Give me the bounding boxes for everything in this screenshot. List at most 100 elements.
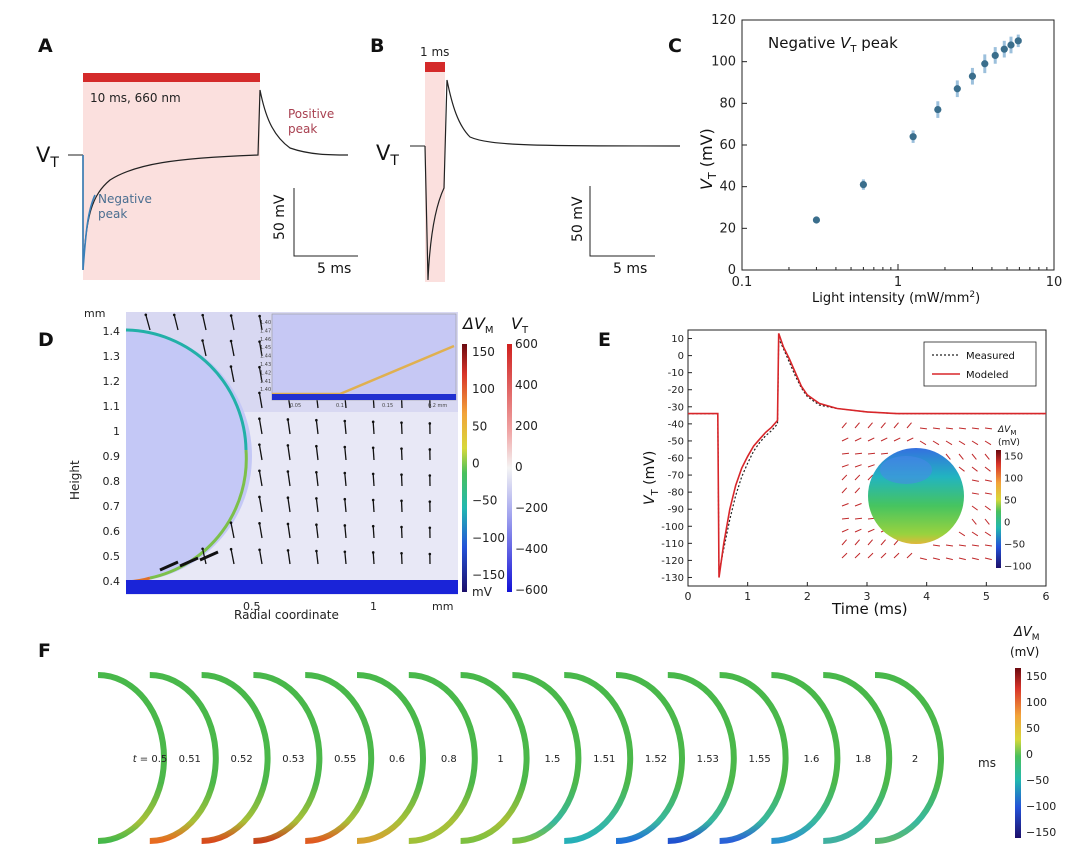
inset-arrow [854, 452, 863, 455]
cbar-vt-tick: 400 [515, 378, 538, 392]
inset-xtick: 0.2 mm [428, 403, 447, 409]
ytick-label: -70 [668, 471, 684, 482]
inset-arrow [958, 531, 966, 537]
inset-arrow [841, 437, 849, 442]
inset-arrow [971, 557, 979, 561]
xtick-label: 1 [894, 275, 902, 290]
colorbar-vt [507, 344, 512, 592]
cbar-f-tick: 0 [1026, 748, 1033, 761]
cbar-f-tick: −100 [1026, 800, 1056, 813]
field-arrow-strong [199, 550, 219, 562]
arrow-head [428, 526, 432, 530]
inset-arrow [906, 437, 914, 442]
inset-arrow [867, 528, 875, 533]
inset-ytick: 1.43 [260, 362, 271, 368]
panel-f: F t = 0.5 0.51 0.52 0.53 0.55 0.6 0.8 1 1.5 1.51 1… [38, 625, 1056, 844]
field-arrow [372, 447, 375, 461]
inset-ytick: 1.42 [260, 370, 271, 376]
inset-arrow [945, 440, 953, 446]
inset-arrow [958, 440, 966, 446]
inset-arrow [854, 528, 862, 533]
arc-shell [874, 672, 944, 844]
stimulus-bar [83, 73, 260, 82]
arrow-head [229, 365, 233, 368]
xtick-label: 5 [983, 590, 990, 603]
field-arrows [144, 313, 432, 572]
time-label: 0.52 [230, 754, 252, 765]
arc-frame: 1.6 [771, 672, 841, 844]
arrow-head [428, 500, 432, 503]
field-arrow [258, 549, 263, 565]
scale-bar-a [293, 188, 358, 257]
inset-arrow [867, 464, 875, 468]
cbar-vt-tick: −400 [515, 542, 548, 556]
arc-shell [667, 672, 737, 844]
cbar-dvm-tick: 0 [472, 457, 480, 471]
arrow-head [315, 523, 318, 526]
ytick-label: 1.4 [103, 325, 121, 338]
annotation-c: Negative VT peak [768, 34, 898, 55]
field-arrow [258, 315, 263, 331]
field-arrow [287, 445, 291, 461]
time-label: 0.55 [334, 754, 356, 765]
arc-frame: 0.52 [201, 672, 271, 844]
inset-arrow [958, 427, 967, 430]
arc-frame: 0.51 [149, 672, 219, 844]
xlabel-c: Light intensity (mW/mm2) [812, 290, 980, 306]
inset-arrow [984, 479, 992, 482]
field-arrow [287, 497, 291, 513]
arrow-head [229, 521, 233, 525]
panel-d: D 1.401.471.461.451.441.431.421.411.400.… [38, 307, 548, 622]
arrow-head [371, 446, 375, 450]
field-arrow [315, 446, 319, 461]
cbar-dvm-tick: −150 [472, 568, 505, 582]
panel-e: E 100-10-20-30-40-50-60-70-80-90-100-110… [598, 329, 1050, 618]
vt-label-b: VT [376, 141, 399, 169]
ytick-label: 10 [671, 334, 684, 345]
arc-frame: 1.55 [719, 672, 789, 844]
ytick-label: -100 [661, 522, 684, 533]
inset-arrow [867, 474, 874, 481]
inset-arrow [971, 453, 977, 460]
panel-c-label: C [668, 35, 682, 57]
xtick-label: 3 [864, 590, 871, 603]
arc-shell [201, 672, 271, 844]
stimulus-bar-b [425, 62, 445, 72]
field-arrow [315, 472, 319, 487]
arrow-head [400, 447, 403, 450]
negative-peak-label: Negative peak [98, 192, 152, 221]
arrow-head [400, 499, 403, 503]
arc-shell [823, 672, 893, 844]
inset-arrow [958, 466, 965, 472]
arrow-head [144, 313, 148, 317]
arrow-head [258, 314, 261, 318]
ytick-label: 0.6 [103, 525, 121, 538]
plot-frame-c [741, 19, 1055, 271]
negative-peak-trace [82, 155, 96, 271]
ytick-label: 0.7 [103, 500, 121, 513]
time-label: 2 [912, 754, 918, 765]
colorbar-ticks-e: 150 100 50 0 −50 −100 [1004, 452, 1031, 573]
cbar-e-tick: 50 [1004, 496, 1017, 507]
inset-arrow [867, 539, 873, 546]
arrow-head [258, 417, 261, 420]
ylabel-c: VT (mV) [697, 128, 719, 190]
arrow-head [343, 445, 347, 449]
field-arrow [344, 525, 347, 539]
arc-shell [564, 672, 634, 844]
arrow-head [315, 444, 318, 448]
field-arrow [287, 471, 291, 487]
arc-frame: 1.51 [564, 672, 634, 844]
ytick-label: 0 [728, 263, 736, 278]
arrow-head [315, 549, 318, 553]
data-point [991, 51, 999, 60]
panel-a-label: A [38, 35, 53, 57]
time-label: 0.8 [441, 754, 457, 765]
inset-ytick: 1.45 [260, 345, 271, 351]
arrow-head [201, 547, 204, 551]
colorbar-f [1015, 668, 1021, 838]
data-point [812, 216, 821, 224]
xtick-label: 10 [1046, 275, 1063, 290]
cbar-vt-title: VT [511, 314, 529, 336]
